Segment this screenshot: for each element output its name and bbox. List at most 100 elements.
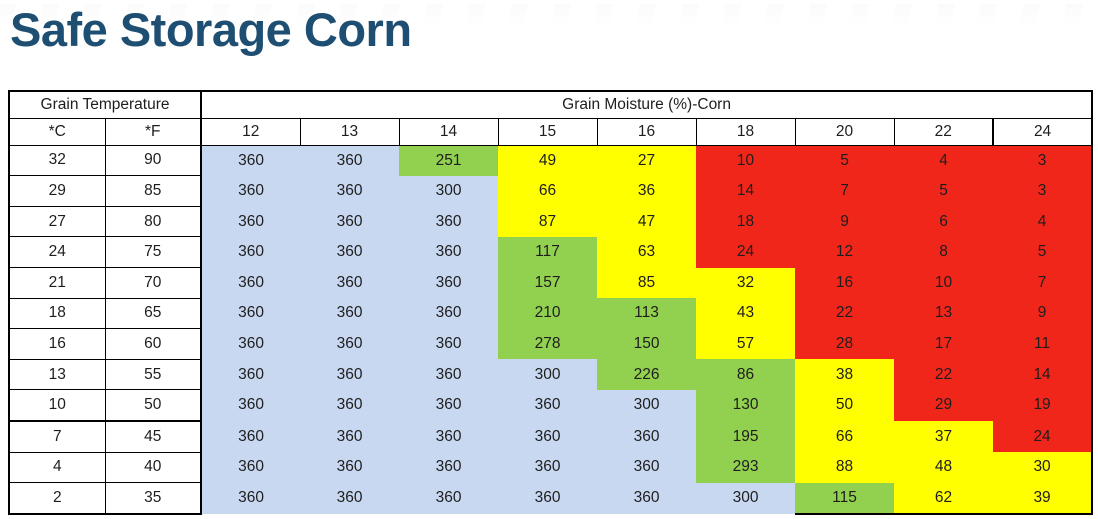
temperature-celsius-cell: 18	[8, 297, 106, 330]
storage-days-cell: 360	[201, 328, 301, 360]
storage-days-cell: 66	[795, 421, 895, 453]
temperature-fahrenheit-cell: 80	[104, 205, 203, 238]
storage-days-cell: 37	[894, 421, 994, 453]
temperature-fahrenheit-cell: 45	[104, 420, 203, 453]
storage-days-cell: 360	[300, 328, 400, 360]
storage-days-cell: 360	[597, 482, 697, 514]
storage-days-cell: 10	[894, 267, 994, 299]
storage-days-cell: 9	[993, 298, 1094, 329]
temperature-fahrenheit-cell: 35	[104, 482, 203, 515]
table-row: 16 60 360 360 360 278 150 57 28 17 11	[8, 328, 1094, 360]
storage-days-cell: 360	[399, 452, 499, 483]
storage-days-cell: 48	[894, 452, 994, 483]
storage-days-cell: 360	[300, 206, 400, 237]
storage-days-cell: 49	[498, 145, 598, 176]
storage-days-cell: 360	[399, 389, 499, 422]
storage-days-cell: 195	[696, 421, 796, 453]
moisture-percent-header: 14	[398, 117, 499, 146]
storage-days-cell: 360	[300, 421, 400, 453]
storage-days-cell: 360	[498, 482, 598, 514]
storage-days-cell: 11	[993, 328, 1094, 360]
storage-days-cell: 4	[993, 206, 1094, 237]
table-row: 29 85 360 360 300 66 36 14 7 5 3	[8, 175, 1094, 207]
moisture-percent-header: 13	[299, 117, 400, 146]
temperature-unit-header: *F	[104, 117, 203, 146]
storage-days-cell: 3	[993, 145, 1094, 176]
storage-days-cell: 278	[498, 328, 598, 360]
storage-days-cell: 29	[894, 389, 994, 422]
temperature-celsius-cell: 29	[8, 175, 106, 207]
storage-days-cell: 57	[696, 328, 796, 360]
storage-days-cell: 360	[201, 145, 301, 176]
temperature-fahrenheit-cell: 85	[104, 175, 203, 207]
storage-days-cell: 360	[399, 267, 499, 299]
storage-days-cell: 251	[399, 145, 499, 176]
column-unit-header-row: *C *F 12 13 14 15 16 18 20 22 24	[8, 117, 1094, 146]
storage-days-cell: 10	[696, 145, 796, 176]
storage-days-cell: 360	[201, 359, 301, 390]
table-row: 18 65 360 360 360 210 113 43 22 13 9	[8, 297, 1094, 330]
storage-days-cell: 9	[795, 206, 895, 237]
storage-days-cell: 7	[795, 175, 895, 207]
temperature-celsius-cell: 21	[8, 267, 106, 299]
moisture-percent-header: 18	[695, 117, 796, 146]
storage-days-cell: 150	[597, 328, 697, 360]
storage-days-cell: 360	[300, 145, 400, 176]
storage-days-cell: 360	[300, 482, 400, 514]
storage-days-cell: 360	[498, 421, 598, 453]
table-row: 4 40 360 360 360 360 360 293 88 48 30	[8, 451, 1094, 484]
storage-days-cell: 300	[597, 389, 697, 422]
storage-days-cell: 36	[597, 175, 697, 207]
storage-days-cell: 360	[201, 206, 301, 237]
storage-days-cell: 14	[696, 175, 796, 207]
storage-days-cell: 24	[993, 421, 1094, 453]
temperature-celsius-cell: 16	[8, 328, 106, 360]
storage-days-cell: 300	[696, 482, 796, 514]
storage-days-cell: 18	[696, 206, 796, 237]
storage-days-cell: 62	[894, 482, 994, 515]
storage-days-cell: 360	[498, 389, 598, 422]
grain-moisture-group-header: Grain Moisture (%)-Corn	[200, 89, 1094, 119]
storage-days-cell: 360	[597, 421, 697, 453]
storage-days-cell: 24	[696, 236, 796, 268]
moisture-percent-header: 20	[794, 117, 895, 146]
storage-days-cell: 47	[597, 206, 697, 237]
storage-days-cell: 300	[399, 175, 499, 207]
storage-days-cell: 30	[993, 452, 1094, 483]
storage-days-cell: 360	[300, 298, 400, 329]
storage-days-cell: 86	[696, 359, 796, 390]
grain-temperature-group-header: Grain Temperature	[7, 89, 203, 119]
moisture-percent-header: 12	[200, 117, 301, 146]
table-row: 10 50 360 360 360 360 300 130 50 29 19	[8, 389, 1094, 423]
storage-days-cell: 5	[894, 175, 994, 207]
storage-days-cell: 293	[696, 452, 796, 483]
storage-days-cell: 360	[399, 298, 499, 329]
temperature-fahrenheit-cell: 55	[104, 358, 203, 391]
storage-days-cell: 117	[498, 236, 598, 268]
temperature-celsius-cell: 13	[8, 358, 106, 391]
table-row: 21 70 360 360 360 157 85 32 16 10 7	[8, 267, 1094, 299]
storage-days-cell: 63	[597, 236, 697, 268]
column-group-header-row: Grain Temperature Grain Moisture (%)-Cor…	[7, 89, 1094, 119]
storage-days-cell: 13	[894, 298, 994, 329]
moisture-percent-header: 22	[893, 117, 994, 146]
storage-days-cell: 360	[300, 236, 400, 268]
storage-days-cell: 360	[300, 175, 400, 207]
storage-days-cell: 50	[795, 389, 895, 422]
storage-days-cell: 113	[597, 298, 697, 329]
storage-days-cell: 115	[795, 482, 895, 515]
storage-days-cell: 8	[894, 236, 994, 268]
storage-days-cell: 300	[498, 359, 598, 390]
storage-days-cell: 85	[597, 267, 697, 299]
storage-days-cell: 360	[201, 452, 301, 483]
temperature-fahrenheit-cell: 75	[104, 236, 203, 269]
storage-days-cell: 210	[498, 298, 598, 329]
storage-days-cell: 39	[993, 482, 1094, 515]
page-title: Safe Storage Corn	[10, 3, 412, 56]
storage-days-cell: 360	[201, 421, 301, 453]
table-row: 32 90 360 360 251 49 27 10 5 4 3	[8, 144, 1094, 177]
storage-days-cell: 17	[894, 328, 994, 360]
moisture-percent-header: 24	[992, 117, 1094, 146]
table-row: 24 75 360 360 360 117 63 24 12 8 5	[8, 236, 1094, 269]
temperature-celsius-cell: 2	[8, 482, 106, 515]
